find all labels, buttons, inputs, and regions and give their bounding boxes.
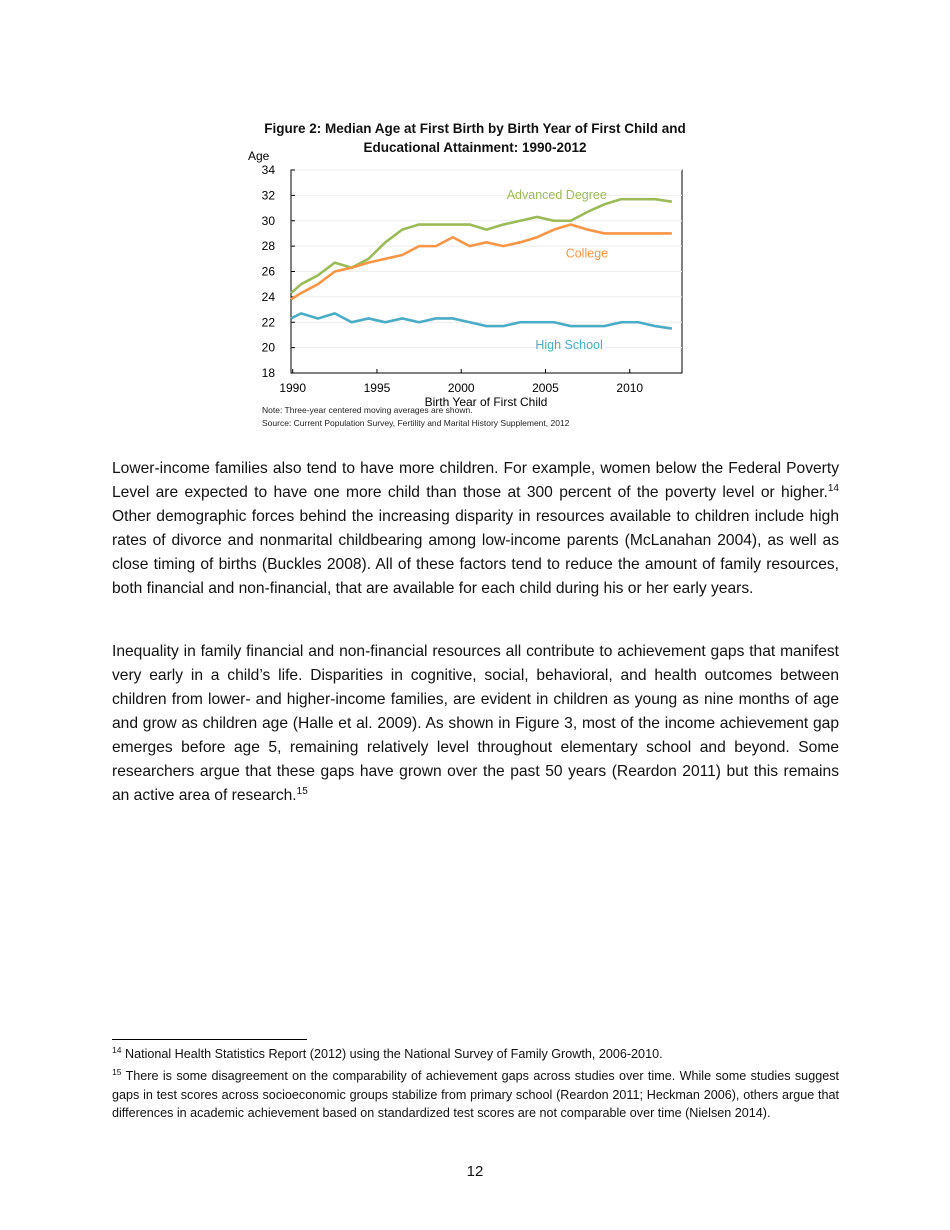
x-tick-label: 2005 xyxy=(532,381,559,395)
footnote-divider xyxy=(112,1039,307,1040)
footnote-text: There is some disagreement on the compar… xyxy=(112,1069,839,1120)
y-tick-label: 18 xyxy=(262,366,276,380)
footnote-15: 15 There is some disagreement on the com… xyxy=(112,1067,839,1123)
paragraph-text: Other demographic forces behind the incr… xyxy=(112,508,839,597)
x-axis-label: Birth Year of First Child xyxy=(425,395,548,409)
footnote-number: 14 xyxy=(112,1044,122,1055)
footnote-number: 15 xyxy=(112,1066,122,1077)
y-tick-label: 30 xyxy=(262,214,276,228)
series-label: High School xyxy=(535,338,602,352)
y-axis-label: Age xyxy=(248,149,270,163)
chart-source: Source: Current Population Survey, Ferti… xyxy=(262,418,570,428)
footnote-ref: 14 xyxy=(827,482,839,494)
y-tick-label: 22 xyxy=(262,315,276,329)
paragraph-1: Lower-income families also tend to have … xyxy=(112,457,839,601)
paragraph-text: Inequality in family financial and non-f… xyxy=(112,643,839,804)
y-tick-label: 34 xyxy=(262,163,276,177)
chart-note: Note: Three-year centered moving average… xyxy=(262,405,473,415)
series-line-advanced-degree xyxy=(290,197,673,295)
line-chart: Age 18 20 22 24 26 28 30 32 34 1990 1995 2000 2005 201… xyxy=(248,149,683,409)
series-line-high-school xyxy=(290,312,673,330)
x-tick-label: 1990 xyxy=(279,381,306,395)
y-tick-label: 20 xyxy=(262,341,276,355)
y-tick-label: 26 xyxy=(262,265,276,279)
footnote-text: National Health Statistics Report (2012)… xyxy=(121,1047,663,1061)
x-tick-label: 2000 xyxy=(448,381,475,395)
footnote-14: 14 National Health Statistics Report (20… xyxy=(112,1045,839,1064)
y-tick-label: 32 xyxy=(262,188,276,202)
y-tick-label: 28 xyxy=(262,239,276,253)
paragraph-2: Inequality in family financial and non-f… xyxy=(112,640,839,808)
page-number: 12 xyxy=(466,1163,484,1180)
series-line-college xyxy=(290,223,672,301)
footnote-ref: 15 xyxy=(296,785,308,797)
series-label: College xyxy=(566,247,608,261)
x-tick-label: 2010 xyxy=(616,381,643,395)
paragraph-text: Lower-income families also tend to have … xyxy=(112,460,839,501)
chart-title: Figure 2: Median Age at First Birth by B… xyxy=(264,121,686,155)
x-tick-label: 1995 xyxy=(364,381,391,395)
series-label: Advanced Degree xyxy=(507,188,607,202)
y-tick-label: 24 xyxy=(262,290,276,304)
